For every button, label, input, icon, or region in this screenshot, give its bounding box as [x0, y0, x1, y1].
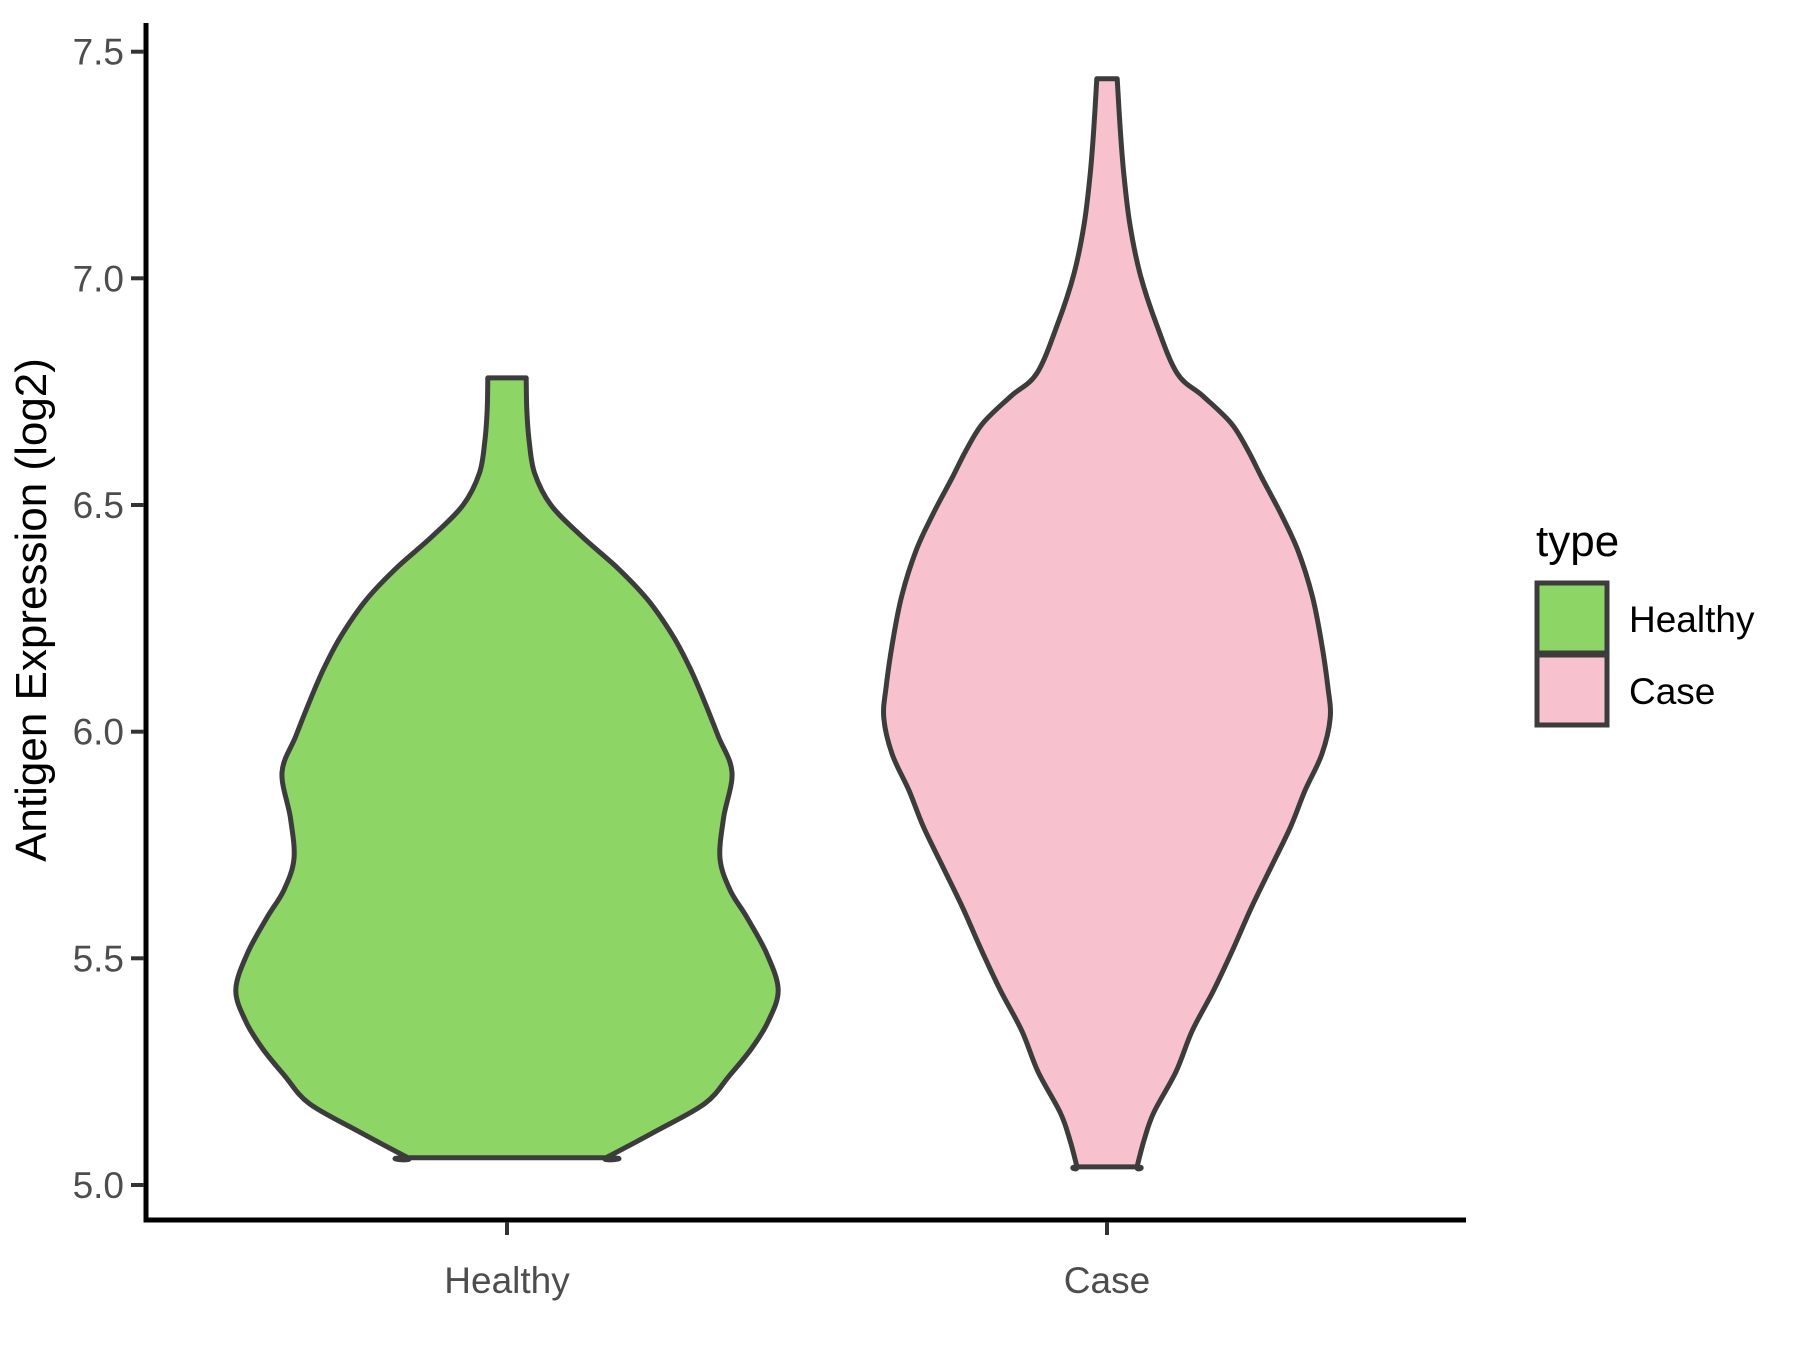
y-tick-label: 5.0: [73, 1165, 124, 1206]
legend-title: type: [1536, 517, 1619, 566]
y-tick-label: 6.5: [73, 485, 124, 526]
x-tick-label: Case: [1064, 1260, 1150, 1301]
y-tick-label: 5.5: [73, 938, 124, 979]
x-ticks: [505, 1222, 1109, 1235]
legend-key-case: [1534, 652, 1610, 728]
y-axis-title: Antigen Expression (log2): [7, 358, 56, 862]
plot-panel: 7.5 7.0 6.5 6.0 5.5 5.0 Healthy Case Ant…: [7, 23, 1466, 1301]
y-tick-label: 7.0: [73, 258, 124, 299]
x-tick-labels: Healthy Case: [444, 1260, 1150, 1301]
legend-label-case: Case: [1629, 671, 1715, 712]
legend: type Healthy Case: [1534, 517, 1755, 728]
x-tick-label: Healthy: [444, 1260, 570, 1301]
legend-key-healthy: [1534, 580, 1610, 656]
y-tick-label: 6.0: [73, 712, 124, 753]
y-tick-labels: 7.5 7.0 6.5 6.0 5.5 5.0: [73, 32, 124, 1206]
violin-case: [881, 76, 1333, 1172]
y-tick-label: 7.5: [73, 32, 124, 73]
violin-healthy: [233, 375, 781, 1163]
legend-label-healthy: Healthy: [1629, 599, 1755, 640]
y-ticks: [131, 49, 144, 1187]
